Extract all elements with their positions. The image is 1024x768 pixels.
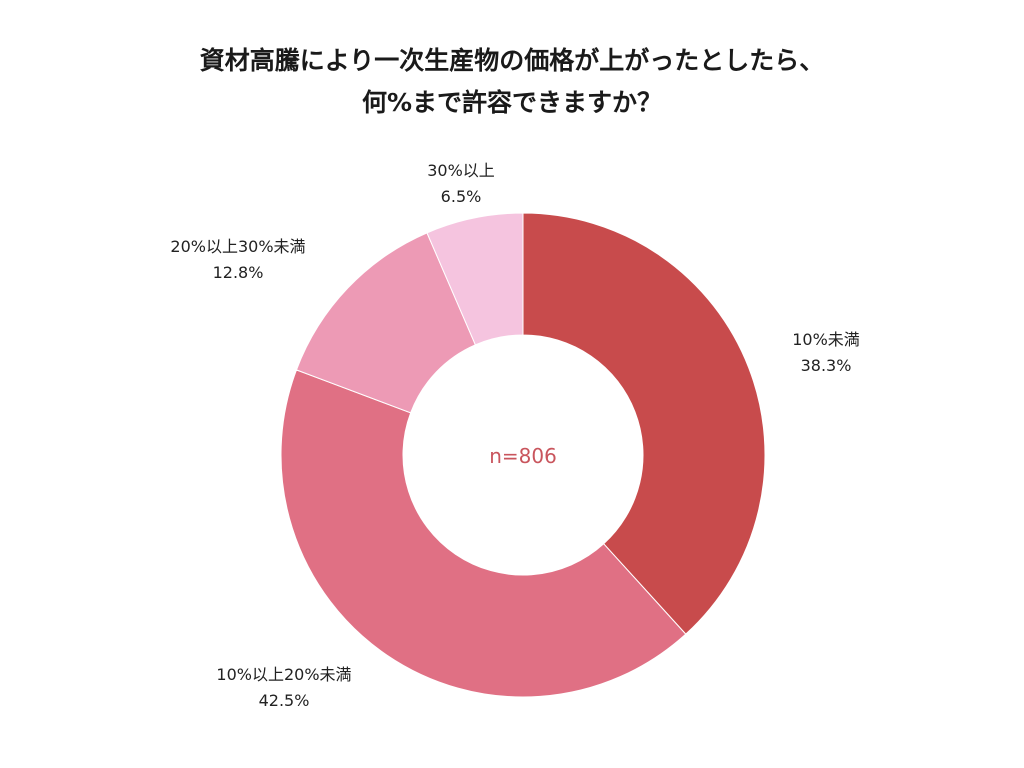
sample-size-label: n=806	[489, 444, 557, 468]
donut-slice	[280, 369, 687, 698]
slice-labels: 10%未満 38.3% 10%以上20%未満 42.5% 20%以上30%未満 12.8%…	[170, 161, 859, 710]
donut-slice	[522, 212, 766, 635]
slice-category-label: 10%未満	[792, 330, 860, 349]
slice-category-label: 20%以上30%未満	[170, 237, 305, 256]
chart-title-line-2: 何%まで許容できますか？	[361, 88, 663, 117]
chart-title-line-1: 資材高騰により一次生産物の価格が上がったとしたら、	[199, 46, 825, 75]
chart-title: 資材高騰により一次生産物の価格が上がったとしたら、 何%まで許容できますか？	[0, 40, 1024, 124]
slice-value-label: 6.5%	[441, 187, 482, 206]
donut-slices	[280, 212, 766, 698]
slice-category-label: 30%以上	[427, 161, 495, 180]
slice-value-label: 42.5%	[259, 691, 310, 710]
slice-value-label: 38.3%	[801, 356, 852, 375]
donut-slice	[426, 212, 524, 346]
slice-value-label: 12.8%	[213, 263, 264, 282]
slice-category-label: 10%以上20%未満	[216, 665, 351, 684]
